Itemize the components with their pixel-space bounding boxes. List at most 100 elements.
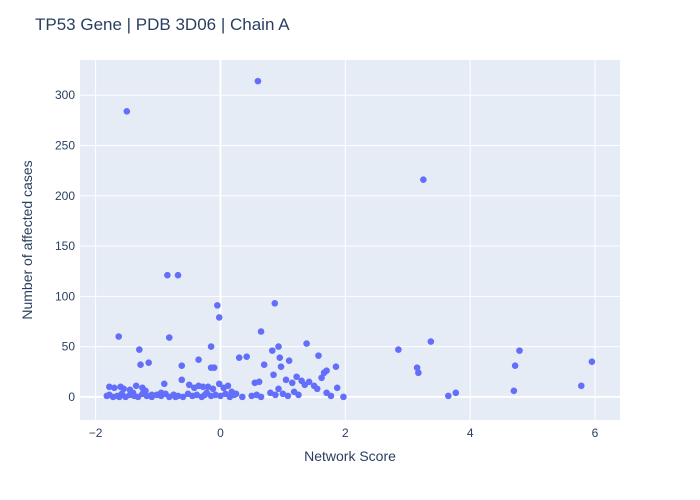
data-point bbox=[199, 383, 207, 391]
data-point bbox=[285, 357, 293, 364]
data-point bbox=[577, 382, 585, 390]
data-point bbox=[210, 364, 218, 372]
data-point bbox=[295, 391, 302, 399]
x-axis-title: Network Score bbox=[304, 448, 396, 464]
data-point bbox=[248, 392, 255, 400]
data-point bbox=[123, 107, 131, 115]
y-tick-label: 50 bbox=[62, 340, 76, 354]
data-point bbox=[516, 347, 523, 354]
y-tick-label: 0 bbox=[68, 390, 75, 404]
data-point bbox=[172, 393, 179, 401]
data-point bbox=[215, 380, 223, 388]
data-point bbox=[279, 390, 287, 398]
data-point bbox=[420, 176, 427, 183]
data-point bbox=[164, 271, 171, 279]
data-point bbox=[111, 384, 118, 392]
data-point bbox=[132, 382, 140, 390]
data-point bbox=[255, 378, 263, 386]
data-point bbox=[288, 379, 296, 387]
data-point bbox=[209, 385, 217, 393]
data-point bbox=[588, 358, 596, 365]
y-tick-label: 100 bbox=[55, 289, 75, 303]
y-tick-label: 200 bbox=[55, 189, 75, 203]
data-point bbox=[277, 363, 285, 371]
data-point bbox=[318, 374, 325, 382]
x-tick-label: 4 bbox=[467, 426, 474, 440]
data-point bbox=[214, 302, 221, 309]
data-point bbox=[116, 393, 123, 401]
data-point bbox=[136, 346, 143, 353]
data-point bbox=[137, 361, 144, 368]
x-tick-label: 0 bbox=[217, 426, 224, 440]
y-tick-labels: 0 50 100 150 200 250 300 bbox=[55, 88, 75, 404]
data-point bbox=[340, 393, 347, 401]
data-point bbox=[165, 334, 173, 341]
data-point bbox=[254, 77, 262, 85]
plot-area bbox=[80, 60, 620, 420]
data-point bbox=[282, 376, 290, 384]
data-point bbox=[257, 328, 265, 335]
x-tick-label: 6 bbox=[592, 426, 599, 440]
x-tick-label: 2 bbox=[342, 426, 349, 440]
data-point bbox=[452, 389, 460, 397]
data-point bbox=[224, 382, 232, 390]
data-point bbox=[427, 338, 435, 345]
data-point bbox=[395, 346, 402, 353]
data-point bbox=[235, 354, 243, 361]
data-point bbox=[204, 383, 212, 391]
data-point bbox=[143, 392, 151, 400]
data-point bbox=[332, 363, 340, 371]
data-point bbox=[217, 392, 224, 400]
data-point bbox=[275, 385, 282, 393]
data-points bbox=[103, 77, 596, 401]
y-tick-label: 300 bbox=[55, 88, 75, 102]
data-point bbox=[106, 383, 113, 391]
data-point bbox=[313, 385, 321, 393]
data-point bbox=[415, 369, 422, 377]
data-point bbox=[145, 359, 152, 366]
data-point bbox=[212, 391, 219, 399]
data-point bbox=[276, 354, 284, 361]
data-point bbox=[243, 353, 250, 360]
data-point bbox=[272, 391, 279, 399]
data-point bbox=[268, 347, 276, 354]
data-point bbox=[215, 314, 223, 321]
data-point bbox=[293, 373, 300, 381]
data-point bbox=[267, 389, 274, 397]
x-tick-labels: −2 0 2 4 6 bbox=[89, 426, 599, 440]
data-point bbox=[510, 387, 518, 395]
data-point bbox=[185, 381, 193, 389]
data-point bbox=[178, 376, 186, 384]
data-point bbox=[239, 393, 246, 401]
data-point bbox=[148, 393, 156, 401]
data-point bbox=[129, 389, 137, 397]
data-point bbox=[257, 393, 265, 401]
data-point bbox=[160, 380, 168, 388]
data-point bbox=[270, 371, 277, 379]
data-point bbox=[178, 362, 186, 369]
data-point bbox=[327, 392, 335, 400]
data-point bbox=[275, 343, 282, 350]
data-point bbox=[445, 392, 452, 400]
data-point bbox=[179, 393, 187, 401]
data-point bbox=[511, 362, 519, 369]
x-tick-label: −2 bbox=[89, 426, 103, 440]
chart-title: TP53 Gene | PDB 3D06 | Chain A bbox=[35, 15, 290, 34]
data-point bbox=[315, 352, 322, 359]
data-point bbox=[305, 378, 313, 386]
data-point bbox=[413, 364, 421, 372]
data-point bbox=[271, 300, 279, 307]
data-point bbox=[207, 343, 215, 350]
data-point bbox=[284, 392, 292, 400]
data-point bbox=[260, 361, 268, 368]
data-point bbox=[120, 385, 127, 393]
y-tick-label: 150 bbox=[55, 239, 75, 253]
data-point bbox=[303, 340, 310, 347]
data-point bbox=[230, 391, 238, 399]
data-point bbox=[193, 391, 201, 399]
data-point bbox=[115, 333, 123, 340]
y-axis-title: Number of affected cases bbox=[19, 160, 35, 319]
data-point bbox=[333, 384, 341, 392]
y-tick-label: 250 bbox=[55, 138, 75, 152]
